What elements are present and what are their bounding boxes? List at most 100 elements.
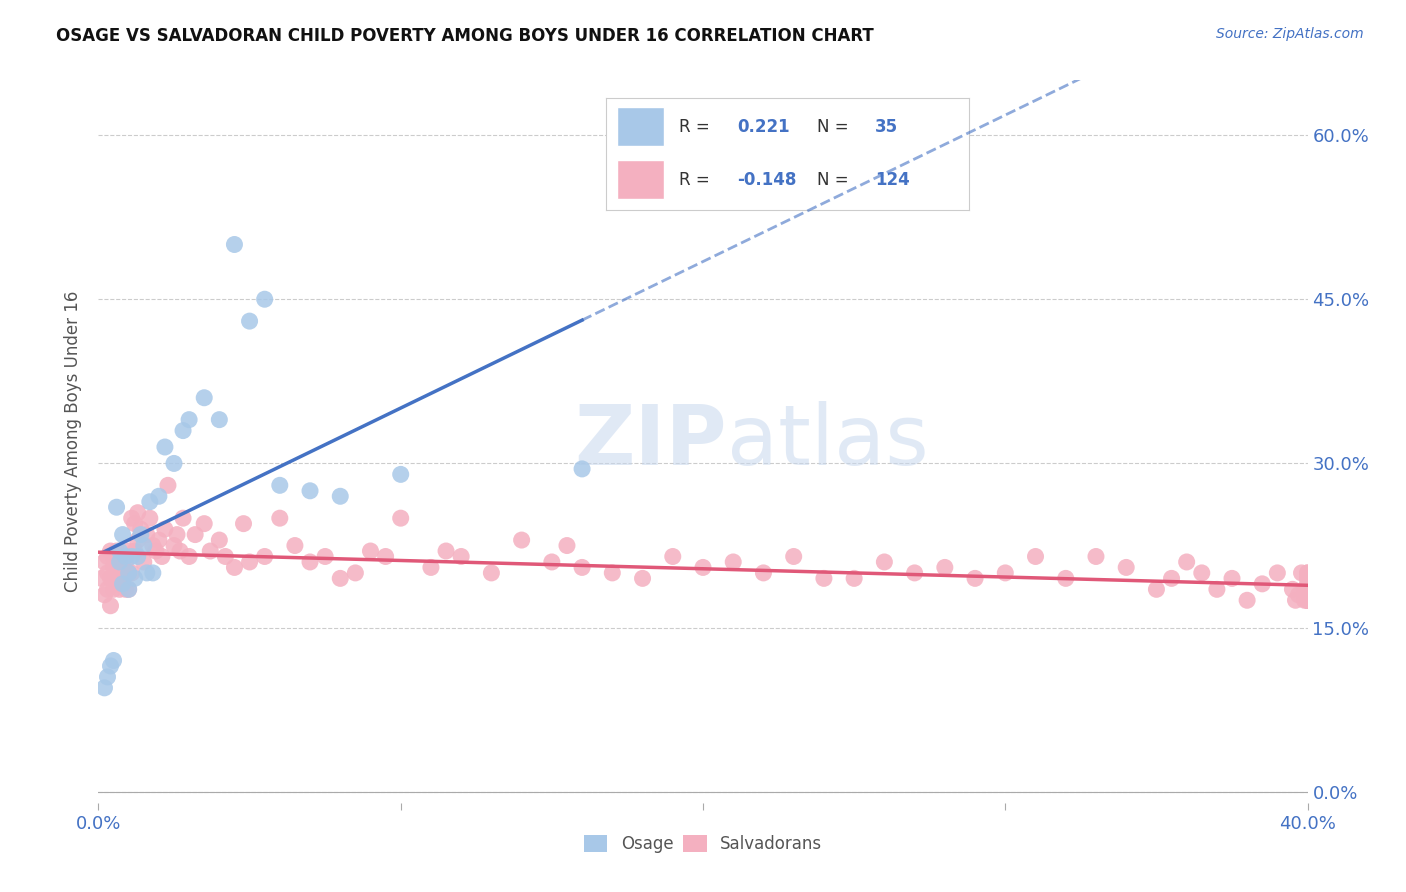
Point — [124, 516, 146, 531]
Point — [200, 544, 222, 558]
Point — [118, 566, 141, 580]
Point — [374, 549, 396, 564]
Point — [108, 582, 131, 597]
Point — [314, 549, 336, 564]
Point — [232, 516, 254, 531]
Point — [1220, 571, 1243, 585]
Point — [1024, 549, 1046, 564]
Point — [193, 391, 215, 405]
Point — [111, 577, 134, 591]
Point — [166, 527, 188, 541]
Point — [1296, 577, 1319, 591]
Point — [163, 539, 186, 553]
Point — [105, 577, 128, 591]
Point — [1296, 588, 1319, 602]
Point — [1294, 582, 1316, 597]
Point — [124, 544, 146, 558]
Point — [111, 527, 134, 541]
Point — [389, 467, 412, 482]
Point — [114, 582, 136, 597]
Point — [121, 549, 143, 564]
Point — [329, 489, 352, 503]
Point — [434, 544, 457, 558]
Point — [121, 511, 143, 525]
Point — [1054, 571, 1077, 585]
Point — [1296, 582, 1319, 597]
Point — [1160, 571, 1182, 585]
Point — [253, 549, 276, 564]
Point — [214, 549, 236, 564]
Point — [1296, 588, 1319, 602]
Point — [253, 292, 276, 306]
Point — [148, 533, 170, 547]
Point — [1296, 588, 1319, 602]
Point — [121, 566, 143, 580]
Point — [1296, 566, 1319, 580]
Point — [139, 511, 162, 525]
Point — [1175, 555, 1198, 569]
Point — [132, 539, 155, 553]
Point — [114, 549, 136, 564]
Point — [299, 555, 322, 569]
Point — [450, 549, 472, 564]
Point — [269, 478, 291, 492]
Point — [1267, 566, 1289, 580]
Point — [602, 566, 624, 580]
Point — [1251, 577, 1274, 591]
Point — [100, 544, 122, 558]
Point — [571, 560, 593, 574]
Point — [1296, 566, 1319, 580]
Point — [571, 462, 593, 476]
Point — [1296, 593, 1319, 607]
Point — [752, 566, 775, 580]
Point — [1296, 593, 1319, 607]
Point — [360, 544, 382, 558]
Point — [93, 681, 115, 695]
Point — [481, 566, 503, 580]
Point — [111, 577, 134, 591]
Point — [1085, 549, 1108, 564]
Point — [156, 478, 179, 492]
Point — [1296, 571, 1319, 585]
Point — [1296, 593, 1319, 607]
Point — [1296, 582, 1319, 597]
Point — [1115, 560, 1137, 574]
Point — [555, 539, 578, 553]
Point — [105, 500, 128, 515]
Point — [389, 511, 412, 525]
Point — [108, 566, 131, 580]
Point — [103, 653, 125, 667]
Point — [169, 544, 191, 558]
Point — [631, 571, 654, 585]
Point — [135, 527, 157, 541]
Point — [100, 659, 122, 673]
Point — [965, 571, 987, 585]
Point — [127, 533, 149, 547]
Point — [172, 511, 194, 525]
Point — [96, 566, 118, 580]
Point — [93, 588, 115, 602]
Point — [540, 555, 562, 569]
Point — [90, 571, 112, 585]
Point — [179, 549, 201, 564]
Point — [1191, 566, 1213, 580]
Point — [1144, 582, 1167, 597]
Point — [329, 571, 352, 585]
Point — [145, 544, 167, 558]
Point — [344, 566, 367, 580]
Point — [153, 440, 176, 454]
Point — [1296, 593, 1319, 607]
Text: ZIP: ZIP — [575, 401, 727, 482]
Point — [1291, 566, 1313, 580]
Text: Source: ZipAtlas.com: Source: ZipAtlas.com — [1216, 27, 1364, 41]
Point — [172, 424, 194, 438]
Point — [129, 522, 152, 536]
Point — [108, 555, 131, 569]
Point — [1296, 582, 1319, 597]
Point — [208, 533, 231, 547]
Text: atlas: atlas — [727, 401, 929, 482]
Point — [96, 549, 118, 564]
Point — [142, 539, 165, 553]
Point — [118, 566, 141, 580]
Point — [129, 527, 152, 541]
